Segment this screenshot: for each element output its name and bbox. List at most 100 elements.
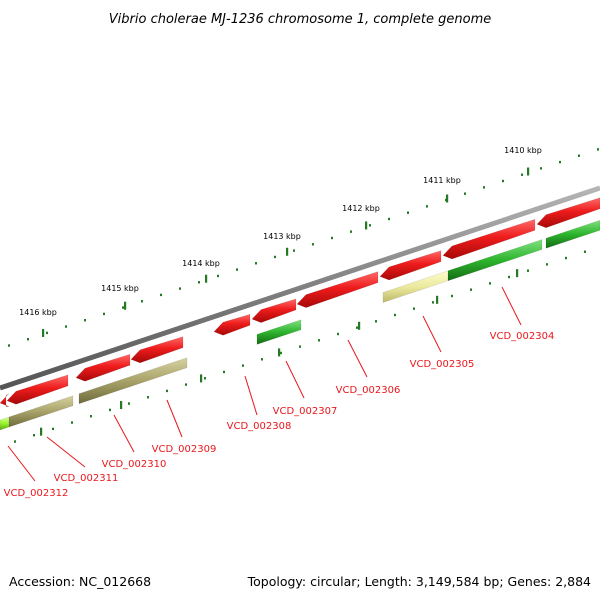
- gene-label[interactable]: VCD_002307: [273, 406, 338, 417]
- minor-tick: [293, 249, 295, 252]
- minor-tick: [109, 408, 111, 412]
- minor-tick: [280, 351, 282, 355]
- kbp-label: 1412 kbp: [342, 204, 380, 213]
- minor-tick: [46, 331, 48, 335]
- gene-label[interactable]: VCD_002311: [54, 473, 119, 484]
- gene-label[interactable]: VCD_002310: [102, 459, 167, 470]
- major-tick: [446, 194, 449, 203]
- major-tick: [205, 274, 208, 283]
- minor-tick: [318, 339, 320, 342]
- minor-tick: [483, 186, 485, 189]
- minor-tick: [413, 307, 415, 310]
- kbp-labels: 1410 kbp 1411 kbp 1412 kbp 1413 kbp 1414 kbp…: [19, 146, 542, 317]
- minor-tick: [179, 287, 181, 290]
- gene-leader-line: [7, 445, 36, 482]
- minor-tick: [27, 338, 29, 341]
- minor-tick: [52, 427, 54, 431]
- gene-label[interactable]: VCD_002309: [152, 444, 217, 455]
- major-tick: [527, 167, 530, 176]
- minor-tick: [223, 370, 225, 374]
- major-tick: [200, 374, 203, 383]
- minor-tick: [261, 358, 263, 361]
- minor-tick: [464, 192, 466, 195]
- gene-features: [0, 197, 600, 431]
- gene-arrow-reverse-olive[interactable]: [78, 357, 188, 405]
- gene-arrow-reverse-yellow[interactable]: [382, 270, 449, 303]
- minor-tick: [578, 154, 580, 157]
- minor-tick: [204, 377, 206, 380]
- genome-summary-text: Topology: circular; Length: 3,149,584 bp…: [247, 574, 591, 589]
- gene-arrow-forward[interactable]: [442, 218, 536, 260]
- minor-tick: [369, 224, 371, 227]
- gene-arrow-forward[interactable]: [251, 298, 297, 323]
- minor-tick: [255, 262, 257, 265]
- minor-tick: [103, 312, 105, 316]
- gene-label[interactable]: VCD_002305: [410, 359, 475, 370]
- gene-arrow-reverse-green[interactable]: [256, 319, 302, 345]
- minor-tick: [527, 269, 529, 272]
- gene-label[interactable]: VCD_002304: [490, 331, 555, 342]
- minor-tick: [160, 293, 162, 297]
- minor-tick: [166, 389, 168, 393]
- minor-tick: [540, 167, 542, 170]
- minor-tick: [122, 306, 124, 309]
- major-tick: [278, 348, 281, 357]
- minor-tick: [337, 332, 339, 336]
- gene-arrow-forward[interactable]: [75, 353, 131, 382]
- minor-tick: [426, 205, 428, 208]
- kbp-label: 1416 kbp: [19, 308, 57, 317]
- gene-leader-line: [166, 399, 183, 438]
- minor-tick: [559, 160, 561, 164]
- minor-tick: [375, 320, 377, 323]
- minor-tick: [274, 255, 276, 259]
- minor-tick: [198, 281, 200, 284]
- minor-tick: [451, 294, 453, 298]
- minor-tick: [584, 250, 586, 253]
- minor-tick: [128, 402, 130, 405]
- minor-tick: [14, 440, 16, 443]
- gene-arrow-forward[interactable]: [6, 374, 69, 405]
- major-tick: [40, 427, 43, 436]
- gene-leader-line: [113, 414, 135, 453]
- gene-arrow-forward[interactable]: [213, 313, 251, 336]
- minor-tick: [597, 148, 599, 151]
- minor-tick: [84, 319, 86, 322]
- major-tick: [124, 301, 127, 310]
- gene-leader-line: [347, 339, 368, 378]
- gene-leader-line: [422, 315, 442, 353]
- major-tick: [436, 295, 439, 304]
- gene-arrow-reverse-lime[interactable]: [0, 416, 10, 431]
- gene-arrow-forward[interactable]: [379, 250, 442, 281]
- minor-tick: [65, 325, 67, 328]
- outer-tick-ring: [8, 148, 599, 347]
- gene-arrow-forward[interactable]: [0, 393, 10, 407]
- minor-tick: [312, 243, 314, 246]
- kbp-label: 1414 kbp: [182, 259, 220, 268]
- minor-tick: [71, 421, 73, 424]
- gene-label[interactable]: VCD_002312: [4, 488, 69, 499]
- minor-tick: [141, 300, 143, 303]
- minor-tick: [546, 263, 548, 266]
- gene-arrow-forward[interactable]: [130, 336, 184, 364]
- minor-tick: [356, 326, 358, 329]
- gene-label[interactable]: VCD_002308: [227, 421, 292, 432]
- minor-tick: [508, 275, 510, 279]
- kbp-label: 1411 kbp: [423, 176, 461, 185]
- inner-tick-ring: [14, 250, 586, 443]
- kbp-label: 1415 kbp: [101, 284, 139, 293]
- minor-tick: [242, 364, 244, 367]
- gene-leader-line: [285, 360, 305, 399]
- gene-arrow-reverse-green[interactable]: [545, 219, 600, 249]
- gene-arrow-forward[interactable]: [296, 271, 379, 308]
- chromosome-backbone: [0, 185, 600, 391]
- gene-label[interactable]: VCD_002306: [336, 385, 401, 396]
- minor-tick: [90, 415, 92, 418]
- minor-tick: [470, 288, 472, 291]
- accession-text: Accession: NC_012668: [9, 574, 151, 589]
- minor-tick: [147, 396, 149, 399]
- gene-leader-line: [501, 286, 522, 326]
- map-title: Vibrio cholerae MJ-1236 chromosome 1, co…: [109, 12, 491, 27]
- gene-arrow-forward[interactable]: [536, 197, 600, 228]
- minor-tick: [185, 383, 187, 386]
